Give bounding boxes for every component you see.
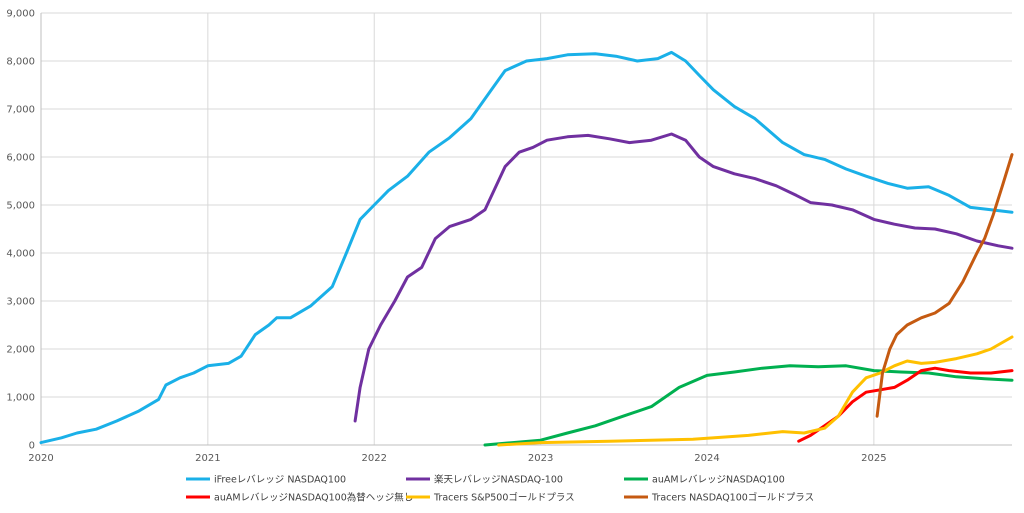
legend-label-4: auAMレバレッジNASDAQ100為替ヘッジ無し [214,492,413,504]
y-tick-label: 4,000 [6,249,35,260]
legend-label-3: auAMレバレッジNASDAQ100 [652,475,785,486]
y-tick-label: 7,000 [6,105,35,116]
series-line-6 [875,153,1014,418]
y-tick-label: 5,000 [6,201,35,212]
legend-label-2: 楽天レバレッジNASDAQ-100 [434,474,563,486]
legend: iFreeレバレッジ NASDAQ100 楽天レバレッジNASDAQ-100 auA… [186,474,814,504]
y-tick-label: 0 [29,441,35,452]
series-line-3 [483,364,1014,447]
y-tick-label: 9,000 [6,9,35,20]
x-tick-label: 2025 [861,453,886,464]
series-line-5 [497,335,1014,447]
y-tick-label: 6,000 [6,153,35,164]
series-line-2 [353,132,1014,423]
legend-label-5: Tracers S&P500ゴールドプラス [433,492,575,504]
series-lines [39,50,1014,447]
series-line-1 [39,50,1014,445]
axes: 0 1,000 2,000 3,000 4,000 5,000 6,000 7,000 8,00… [6,9,1012,464]
x-tick-label: 2024 [694,453,719,464]
legend-label-6: Tracers NASDAQ100ゴールドプラス [651,492,814,504]
x-tick-label: 2023 [528,453,553,464]
legend-label-1: iFreeレバレッジ NASDAQ100 [214,475,346,486]
x-tick-label: 2020 [28,453,53,464]
y-tick-label: 1,000 [6,393,35,404]
x-tick-label: 2021 [195,453,220,464]
y-tick-label: 2,000 [6,345,35,356]
y-tick-label: 8,000 [6,57,35,68]
x-tick-label: 2022 [362,453,387,464]
y-tick-label: 3,000 [6,297,35,308]
gridlines [41,12,1012,445]
